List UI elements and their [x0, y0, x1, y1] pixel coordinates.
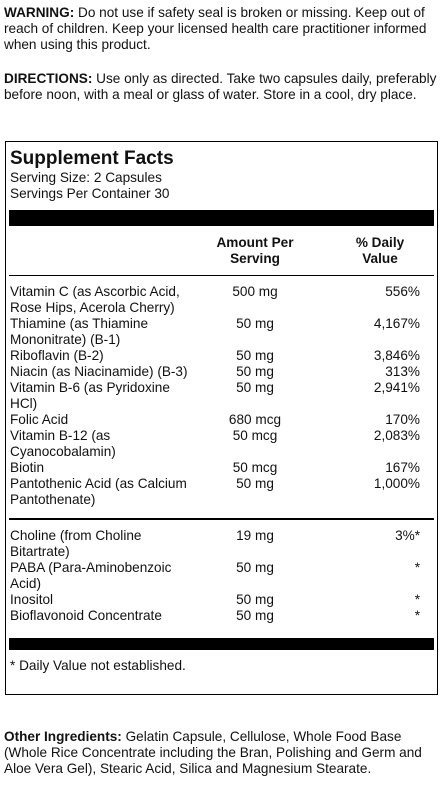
nutrient-name: Inositol — [10, 592, 54, 607]
nutrient-daily-value: 2,083% — [373, 428, 420, 443]
nutrient-daily-value: 170% — [385, 412, 420, 427]
nutrient-row: Riboflavin (B-2) 50 mg 3,846% — [10, 348, 433, 364]
nutrient-daily-value: * — [414, 560, 420, 575]
nutrient-amount: 50 mcg — [232, 460, 278, 475]
nutrient-groups: Vitamin C (as Ascorbic Acid, Rose Hips, … — [9, 275, 434, 634]
nutrient-name: Choline (from Choline Bitartrate) — [10, 528, 142, 559]
warning: WARNING: Do not use if safety seal is br… — [4, 5, 444, 53]
nutrient-daily-value: 2,941% — [373, 380, 420, 395]
nutrient-daily-value: * — [414, 608, 420, 623]
nutrient-daily-value: 556% — [385, 284, 420, 299]
thick-bar — [9, 210, 434, 226]
supplement-facts: Supplement Facts Serving Size: 2 Capsule… — [5, 141, 438, 695]
nutrient-name: PABA (Para-Aminobenzoic Acid) — [10, 560, 172, 591]
other-ingredients-text: Gelatin Capsule, Cellulose, Whole Food B… — [4, 729, 422, 776]
nutrient-row: Thiamine (as Thiamine Mononitrate) (B-1)… — [10, 316, 433, 348]
nutrient-row: Choline (from Choline Bitartrate) 19 mg 3%… — [10, 528, 433, 560]
separator — [9, 275, 434, 276]
nutrient-amount: 50 mg — [236, 380, 274, 395]
nutrient-amount: 50 mcg — [232, 428, 278, 443]
nutrient-daily-value: 313% — [385, 364, 420, 379]
separator — [9, 518, 434, 520]
nutrient-row: Bioflavonoid Concentrate 50 mg * — [10, 608, 433, 624]
nutrient-daily-value: 3%* — [395, 528, 420, 543]
nutrient-row: Niacin (as Niacinamide) (B-3) 50 mg 313% — [10, 364, 433, 380]
nutrient-amount: 50 mg — [236, 608, 274, 623]
nutrient-name: Riboflavin (B-2) — [10, 348, 104, 363]
nutrient-amount: 50 mg — [236, 476, 274, 491]
nutrient-row: PABA (Para-Aminobenzoic Acid) 50 mg * — [10, 560, 433, 592]
nutrient-row: Inositol 50 mg * — [10, 592, 433, 608]
nutrient-daily-value: 167% — [385, 460, 420, 475]
nutrient-amount: 50 mg — [236, 364, 274, 379]
thick-bar — [9, 638, 434, 650]
directions: DIRECTIONS: Use only as directed. Take t… — [4, 71, 444, 103]
nutrient-row: Vitamin B-6 (as Pyridoxine HCl) 50 mg 2,94… — [10, 380, 433, 412]
nutrient-amount: 50 mg — [236, 560, 274, 575]
column-header: Amount Per Serving % Daily Value — [10, 235, 433, 275]
nutrient-row: Folic Acid 680 mcg 170% — [10, 412, 433, 428]
nutrient-daily-value: * — [414, 592, 420, 607]
nutrient-name: Biotin — [10, 460, 45, 475]
nutrient-group: Vitamin C (as Ascorbic Acid, Rose Hips, … — [10, 276, 433, 518]
nutrient-daily-value: 3,846% — [373, 348, 420, 363]
nutrient-amount: 50 mg — [236, 348, 274, 363]
nutrient-amount: 680 mcg — [228, 412, 282, 427]
nutrient-amount: 19 mg — [236, 528, 274, 543]
nutrient-amount: 50 mg — [236, 316, 274, 331]
daily-value-header: % Daily Value — [355, 235, 405, 266]
nutrient-name: Bioflavonoid Concentrate — [10, 608, 162, 623]
warning-text: Do not use if safety seal is broken or m… — [4, 5, 427, 52]
nutrient-name: Pantothenic Acid (as Calcium Pantothenat… — [10, 476, 187, 507]
servings-per-container: Servings Per Container 30 — [10, 186, 170, 201]
other-ingredients-label: Other Ingredients: — [4, 729, 122, 744]
nutrient-daily-value: 4,167% — [373, 316, 420, 331]
nutrient-daily-value: 1,000% — [373, 476, 420, 491]
footnote: * Daily Value not established. — [10, 658, 186, 673]
nutrient-name: Vitamin B-6 (as Pyridoxine HCl) — [10, 380, 170, 411]
serving-size: Serving Size: 2 Capsules — [10, 170, 162, 185]
nutrient-name: Thiamine (as Thiamine Mononitrate) (B-1) — [10, 316, 149, 347]
nutrient-name: Vitamin C (as Ascorbic Acid, Rose Hips, … — [10, 284, 180, 315]
warning-label: WARNING: — [4, 5, 75, 20]
nutrient-name: Vitamin B-12 (as Cyanocobalamin) — [10, 428, 116, 459]
directions-text: Use only as directed. Take two capsules … — [4, 71, 437, 102]
nutrient-group: Choline (from Choline Bitartrate) 19 mg 3%… — [10, 520, 433, 634]
other-ingredients: Other Ingredients: Gelatin Capsule, Cell… — [4, 729, 444, 777]
nutrient-amount: 50 mg — [236, 592, 274, 607]
nutrient-row: Vitamin B-12 (as Cyanocobalamin) 50 mcg 2,… — [10, 428, 433, 460]
directions-label: DIRECTIONS: — [4, 71, 93, 86]
nutrient-row: Pantothenic Acid (as Calcium Pantothenat… — [10, 476, 433, 508]
nutrient-name: Folic Acid — [10, 412, 69, 427]
nutrient-amount: 500 mg — [232, 284, 278, 299]
amount-header: Amount Per Serving — [216, 235, 294, 266]
nutrient-row: Vitamin C (as Ascorbic Acid, Rose Hips, … — [10, 284, 433, 316]
nutrient-row: Biotin 50 mcg 167% — [10, 460, 433, 476]
facts-title: Supplement Facts — [10, 148, 174, 169]
nutrient-name: Niacin (as Niacinamide) (B-3) — [10, 364, 188, 379]
